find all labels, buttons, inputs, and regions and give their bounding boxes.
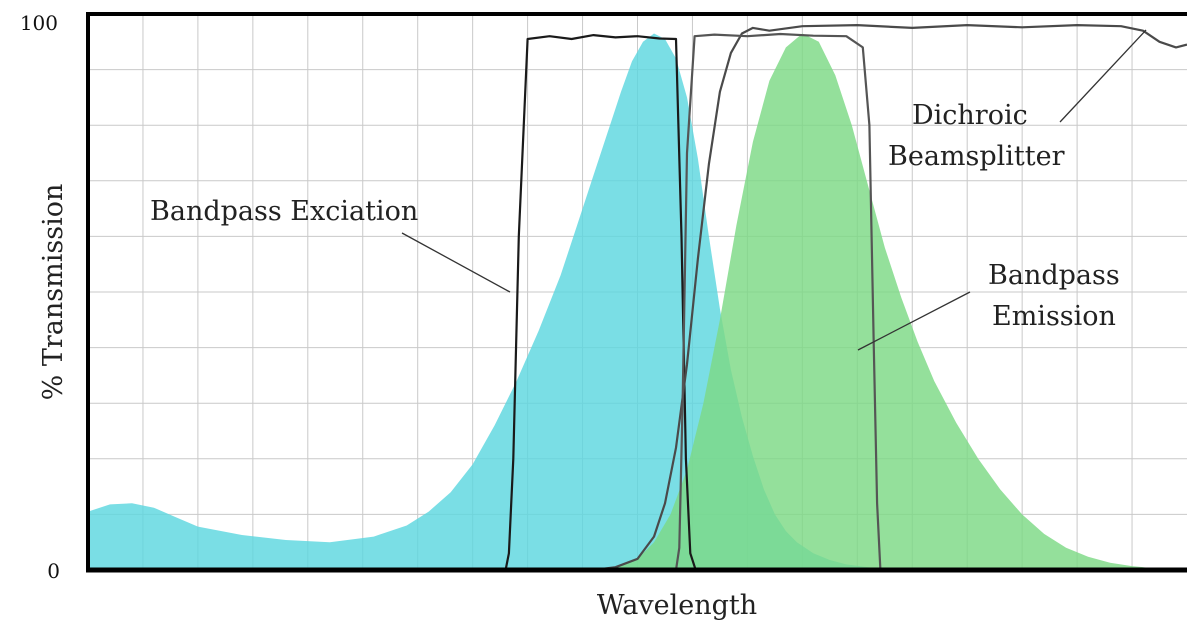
x-axis-label: Wavelength (597, 590, 757, 621)
annotation-dichroic-line2: Beamsplitter (888, 141, 1065, 172)
annotation-emission-line2: Emission (992, 301, 1116, 332)
annotation-leader-lines (401, 29, 1147, 351)
leader-excitation (401, 232, 511, 293)
annotation-dichroic-line1: Dichroic (912, 100, 1028, 131)
spectrum-fills (88, 33, 1187, 570)
leader-dichroic (1059, 29, 1147, 123)
y-axis-label: % Transmission (38, 184, 69, 401)
leader-emission (857, 291, 971, 351)
annotation-bandpass-excitation: Bandpass Exciation (150, 196, 418, 227)
filter-curves (88, 24, 1187, 570)
curve-bandpass-exciation (88, 34, 1187, 570)
y-tick-100: 100 (20, 11, 58, 35)
curve-bandpass-emission (88, 32, 1187, 570)
spectrum-fill-1 (593, 33, 1187, 570)
annotation-emission-line1: Bandpass (988, 260, 1120, 291)
y-tick-0: 0 (47, 559, 60, 583)
curve-dichroic-beamsplitter (88, 24, 1187, 570)
